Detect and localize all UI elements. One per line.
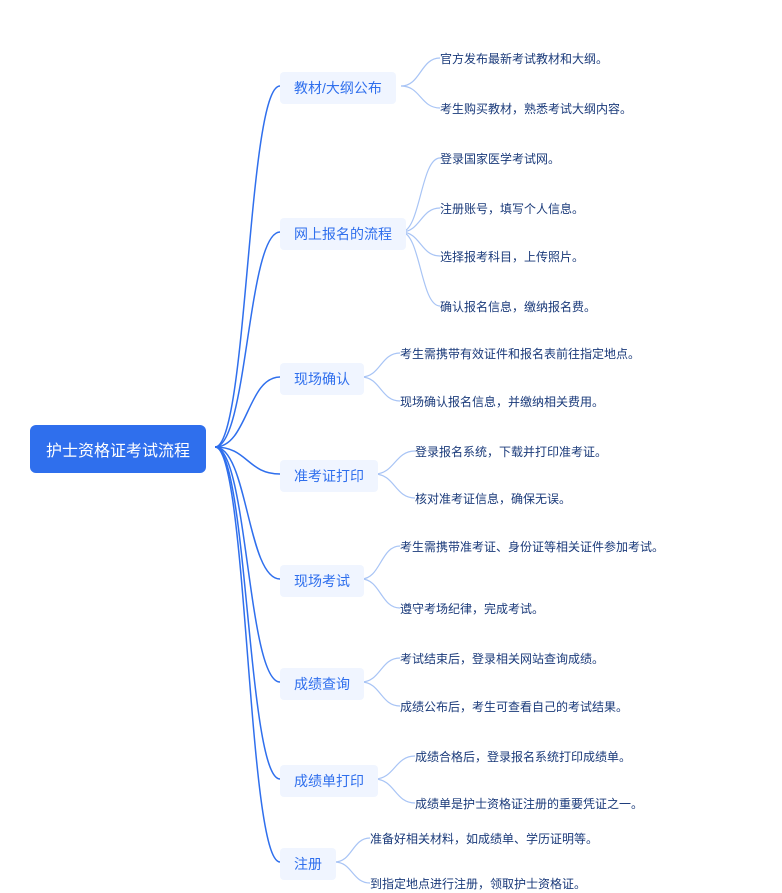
branch-node: 成绩查询: [280, 668, 364, 700]
leaf-node: 登录报名系统，下载并打印准考证。: [415, 443, 607, 461]
leaf-node: 成绩单是护士资格证注册的重要凭证之一。: [415, 795, 643, 813]
leaf-node: 遵守考场纪律，完成考试。: [400, 600, 544, 618]
leaf-node: 现场确认报名信息，并缴纳相关费用。: [400, 393, 604, 411]
leaf-node: 考生需携带有效证件和报名表前往指定地点。: [400, 345, 640, 363]
leaf-node: 登录国家医学考试网。: [440, 150, 560, 168]
branch-node: 现场确认: [280, 363, 364, 395]
leaf-node: 成绩合格后，登录报名系统打印成绩单。: [415, 748, 631, 766]
leaf-node: 考试结束后，登录相关网站查询成绩。: [400, 650, 604, 668]
branch-node: 注册: [280, 848, 336, 880]
branch-node: 教材/大纲公布: [280, 72, 396, 104]
leaf-node: 考生购买教材，熟悉考试大纲内容。: [440, 100, 632, 118]
leaf-node: 核对准考证信息，确保无误。: [415, 490, 571, 508]
branch-node: 网上报名的流程: [280, 218, 406, 250]
leaf-node: 成绩公布后，考生可查看自己的考试结果。: [400, 698, 628, 716]
branch-node: 现场考试: [280, 565, 364, 597]
leaf-node: 注册账号，填写个人信息。: [440, 200, 584, 218]
leaf-node: 官方发布最新考试教材和大纲。: [440, 50, 608, 68]
leaf-node: 考生需携带准考证、身份证等相关证件参加考试。: [400, 538, 664, 556]
leaf-node: 确认报名信息，缴纳报名费。: [440, 298, 596, 316]
root-node: 护士资格证考试流程: [30, 425, 206, 473]
leaf-node: 准备好相关材料，如成绩单、学历证明等。: [370, 830, 598, 848]
leaf-node: 选择报考科目，上传照片。: [440, 248, 584, 266]
branch-node: 准考证打印: [280, 460, 378, 492]
leaf-node: 到指定地点进行注册，领取护士资格证。: [370, 875, 586, 893]
branch-node: 成绩单打印: [280, 765, 378, 797]
